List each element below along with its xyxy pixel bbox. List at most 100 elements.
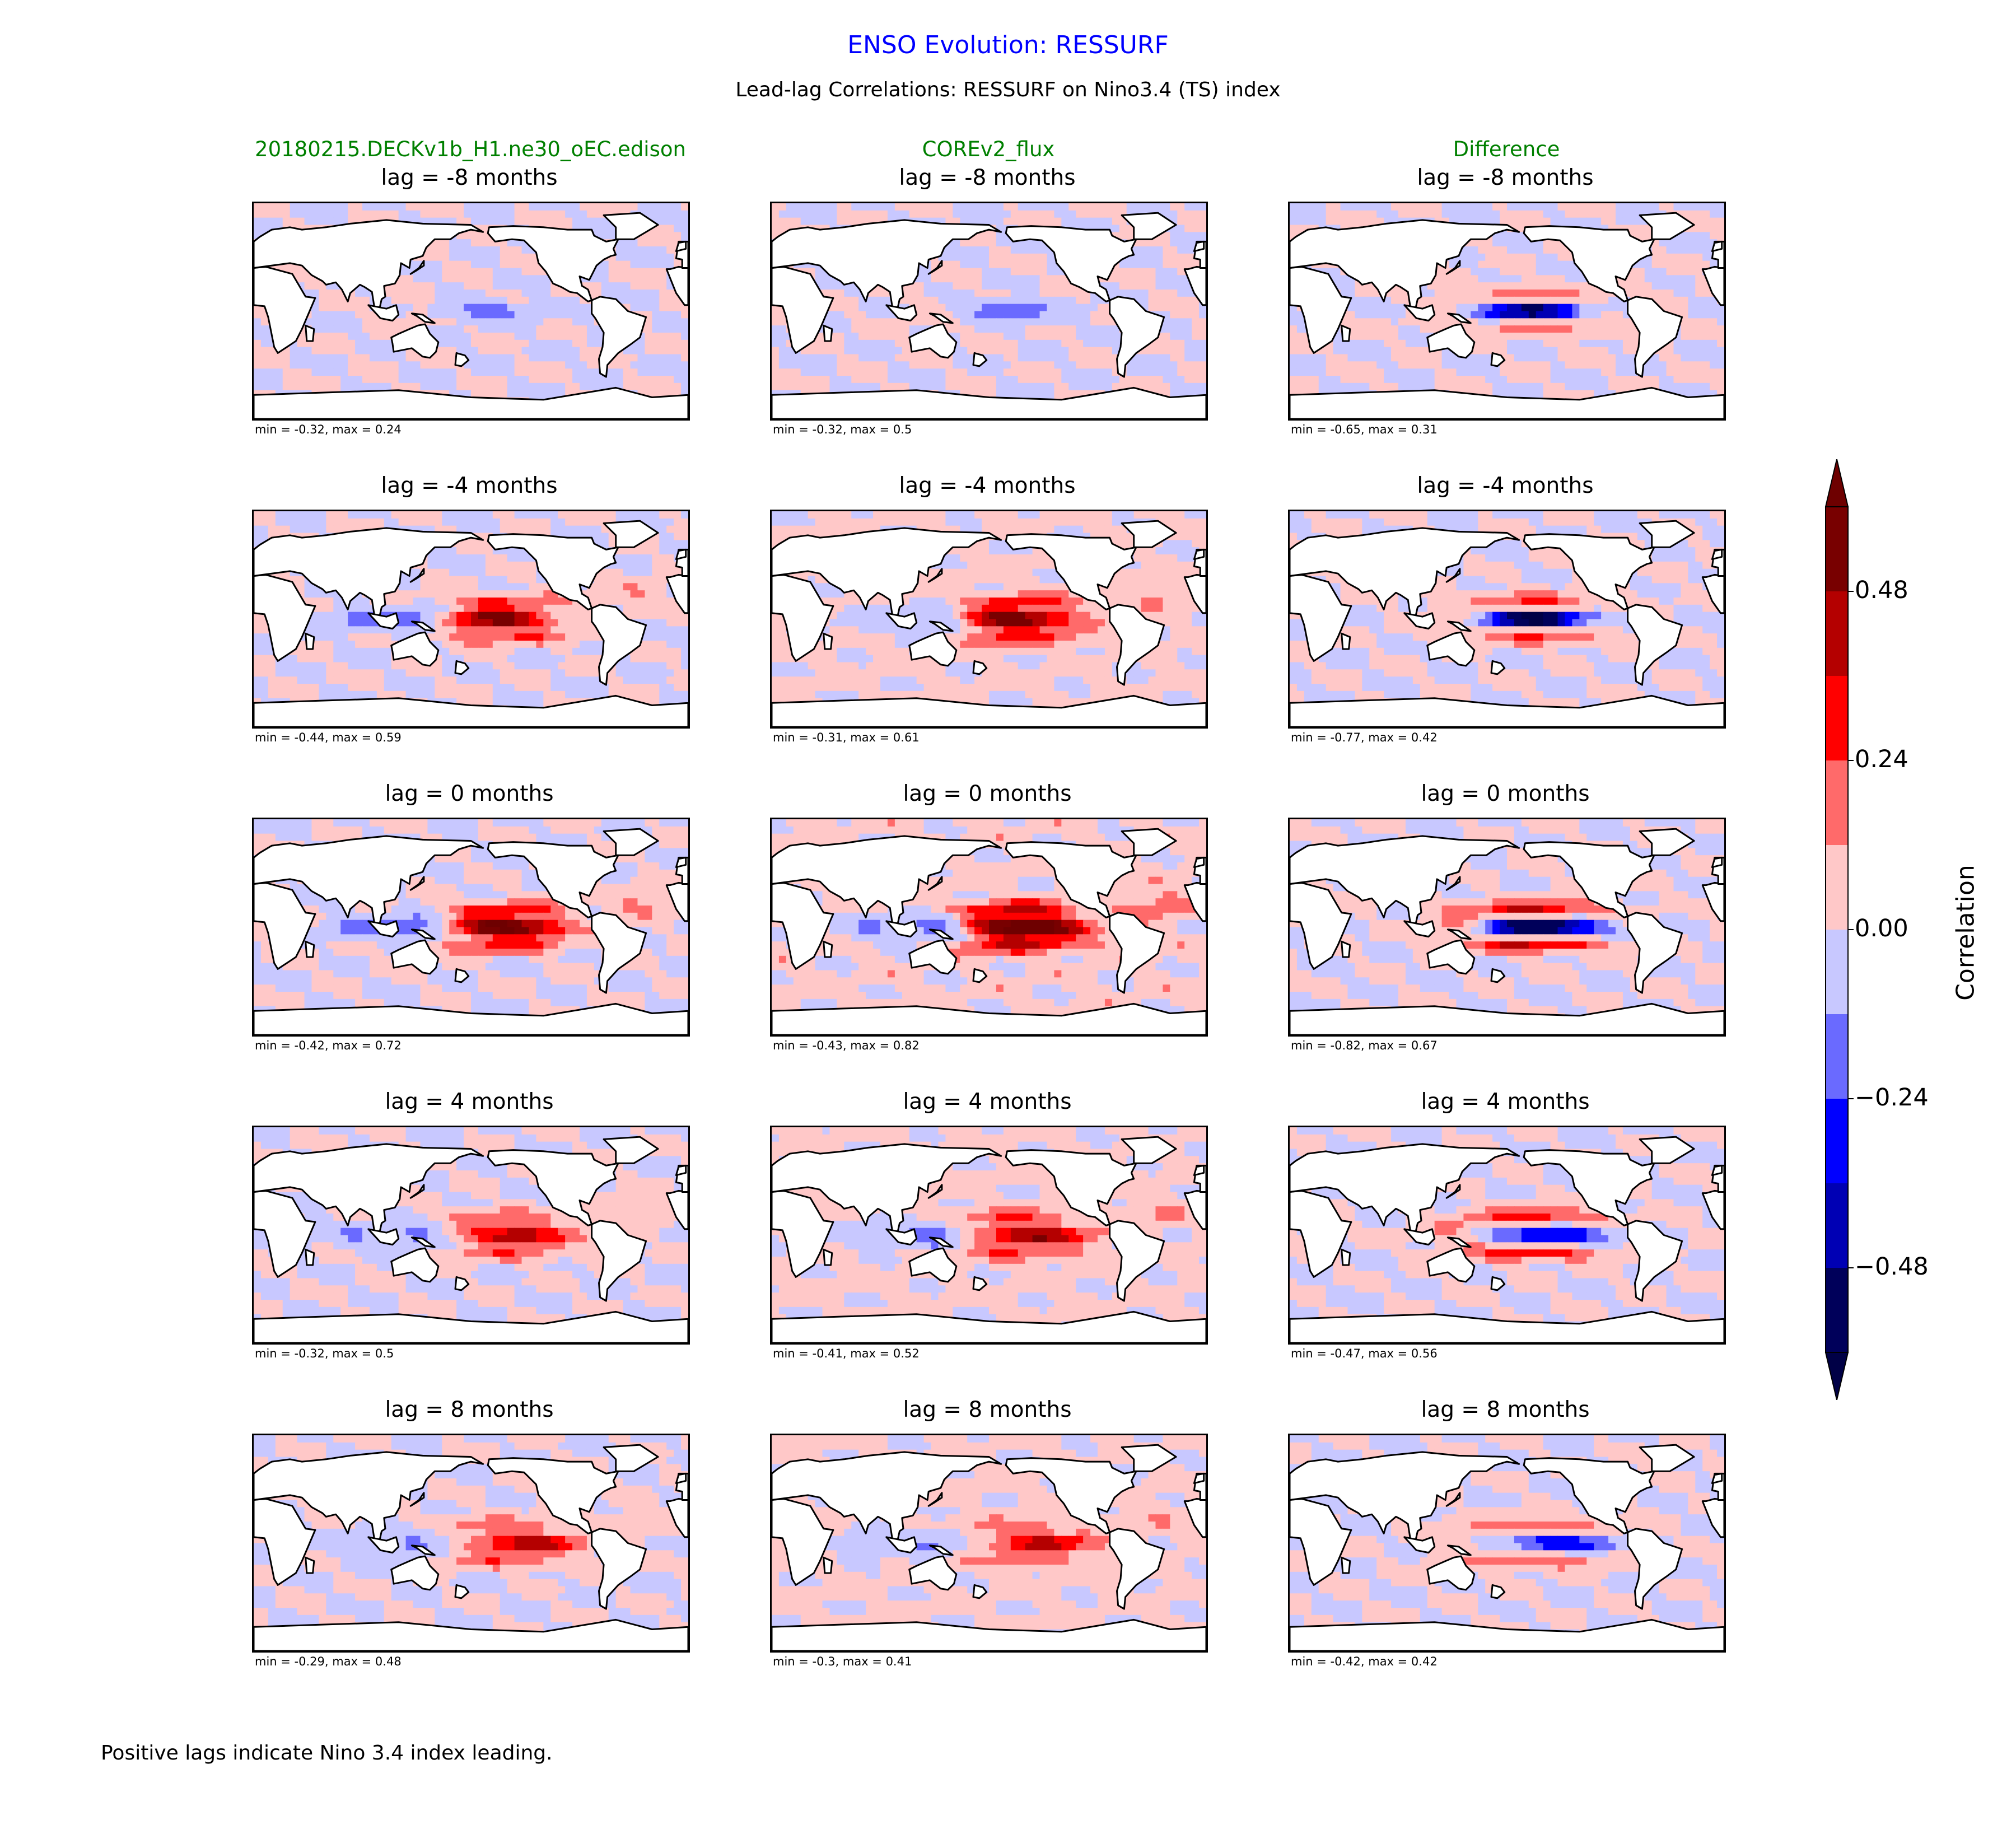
map-panel [252, 202, 690, 421]
contour-cell [1427, 290, 1435, 297]
contour-cell [931, 361, 939, 369]
contour-cell [953, 290, 960, 297]
contour-cell [572, 339, 580, 348]
contour-cell [1579, 296, 1587, 305]
contour-cell [1119, 376, 1127, 384]
contour-cell [1521, 347, 1529, 355]
contour-cell [601, 275, 609, 283]
contour-cell [909, 203, 917, 211]
contour-cell [652, 339, 660, 348]
contour-cell [1601, 210, 1609, 218]
contour-cell [1514, 253, 1522, 262]
contour-cell [478, 260, 486, 269]
contour-cell [1412, 361, 1421, 369]
contour-cell [1199, 382, 1206, 391]
contour-cell [1557, 304, 1566, 312]
contour-cell [960, 368, 968, 376]
contour-cell [1557, 203, 1566, 211]
contour-cell [1478, 304, 1486, 312]
contour-cell [1492, 347, 1500, 355]
contour-cell [1192, 361, 1200, 369]
contour-cell [1112, 282, 1120, 290]
contour-cell [1003, 354, 1011, 362]
contour-cell [1651, 260, 1660, 269]
contour-cell [449, 260, 457, 269]
contour-cell [967, 296, 975, 305]
contour-cell [1702, 225, 1710, 232]
contour-cell [1434, 311, 1443, 319]
contour-cell [376, 318, 385, 326]
contour-cell [1456, 282, 1464, 290]
contour-cell [1543, 339, 1551, 348]
contour-cell [844, 333, 852, 340]
contour-cell [851, 304, 859, 312]
contour-cell [1025, 203, 1033, 211]
contour-cell [1630, 275, 1638, 283]
contour-cell [793, 203, 801, 211]
contour-cell [348, 311, 356, 319]
contour-cell [873, 325, 881, 333]
contour-cell [1290, 203, 1298, 211]
contour-cell [580, 203, 587, 211]
contour-cell [960, 210, 968, 218]
contour-cell [1376, 318, 1384, 326]
contour-cell [572, 318, 580, 326]
coastlines [772, 212, 1206, 419]
contour-cell [1695, 232, 1703, 240]
contour-cell [565, 210, 573, 218]
contour-cell [1133, 354, 1142, 362]
contour-cell [1155, 203, 1163, 211]
contour-cell [297, 217, 305, 226]
contour-cell [1090, 354, 1098, 362]
landmass [454, 352, 470, 367]
contour-cell [666, 210, 674, 218]
contour-cell [601, 203, 609, 211]
contour-cell [529, 325, 536, 333]
contour-cell [1427, 354, 1435, 362]
contour-cell [1355, 217, 1362, 226]
contour-cell [580, 311, 587, 319]
contour-cell [1068, 361, 1076, 369]
contour-cell [442, 290, 450, 297]
contour-cell [507, 311, 515, 319]
contour-cell [268, 354, 276, 362]
contour-cell [471, 361, 479, 369]
contour-cell [260, 339, 269, 348]
contour-cell [916, 275, 925, 283]
contour-cell [1112, 339, 1120, 348]
contour-cell [894, 333, 903, 340]
contour-cell [391, 382, 399, 391]
contour-cell [580, 339, 587, 348]
contour-cell [1177, 217, 1185, 226]
contour-cell [923, 275, 932, 283]
contour-cell [529, 268, 536, 276]
contour-cell [1199, 217, 1206, 226]
contour-cell [982, 210, 990, 218]
contour-cell [471, 339, 479, 348]
contour-cell [260, 217, 269, 226]
contour-cell [1296, 210, 1305, 218]
contour-cell [1500, 282, 1508, 290]
contour-cell [1163, 260, 1170, 269]
contour-cell [829, 382, 837, 391]
contour-cell [1155, 290, 1163, 297]
contour-cell [1651, 354, 1660, 362]
contour-cell [362, 325, 370, 333]
contour-cell [1659, 275, 1667, 283]
contour-cell [772, 354, 780, 362]
contour-cell [1296, 361, 1305, 369]
contour-cell [1478, 282, 1486, 290]
contour-cell [1557, 268, 1566, 276]
contour-cell [1163, 325, 1170, 333]
contour-cell [268, 361, 276, 369]
contour-cell [1083, 311, 1091, 319]
contour-cell [982, 325, 990, 333]
contour-cell [1616, 318, 1623, 326]
contour-cell [254, 311, 262, 319]
correlation-map [254, 203, 688, 419]
contour-cell [652, 239, 660, 247]
contour-cell [1478, 275, 1486, 283]
contour-cell [1673, 253, 1681, 262]
contour-cell [1463, 304, 1471, 312]
contour-cell [837, 333, 844, 340]
